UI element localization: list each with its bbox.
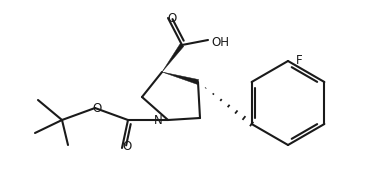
Text: O: O bbox=[92, 102, 102, 115]
Polygon shape bbox=[162, 72, 199, 84]
Polygon shape bbox=[162, 44, 184, 72]
Text: O: O bbox=[167, 11, 177, 24]
Text: F: F bbox=[296, 55, 303, 68]
Text: O: O bbox=[122, 139, 132, 152]
Text: N: N bbox=[154, 113, 162, 126]
Text: OH: OH bbox=[211, 36, 229, 48]
